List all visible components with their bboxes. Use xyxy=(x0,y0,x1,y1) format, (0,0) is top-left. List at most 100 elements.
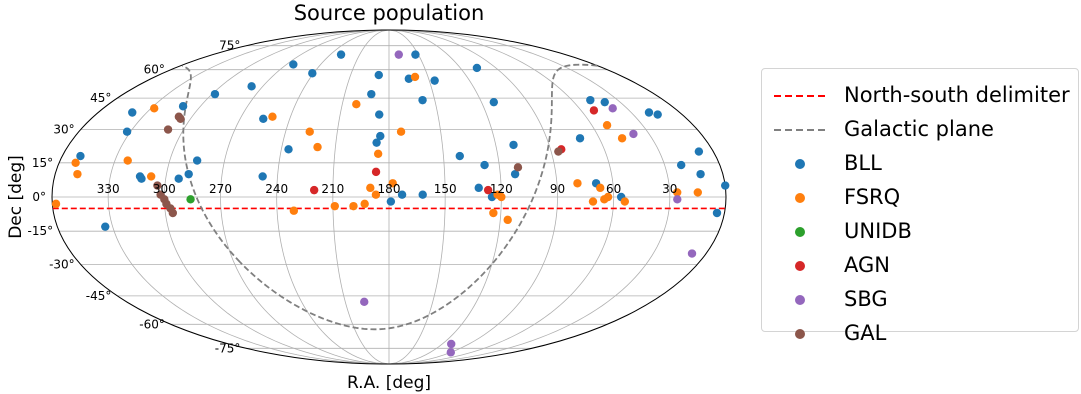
data-point-bll xyxy=(510,169,520,179)
data-point-gal xyxy=(168,208,178,218)
data-point-bll xyxy=(418,190,427,199)
data-point-sbg xyxy=(629,129,638,139)
data-point-fsrq xyxy=(396,127,406,136)
data-point-gal xyxy=(176,114,185,124)
data-point-bll xyxy=(586,95,595,105)
legend-label: UNIDB xyxy=(844,219,912,243)
data-point-bll xyxy=(376,131,385,141)
dec-tick-label: -45° xyxy=(86,289,112,303)
legend-label: BLL xyxy=(844,151,882,175)
data-point-gal xyxy=(153,181,162,190)
ra-tick-label: 240 xyxy=(265,182,288,196)
ra-tick-label: 270 xyxy=(209,182,232,196)
data-point-fsrq xyxy=(71,158,80,168)
data-point-fsrq xyxy=(603,192,613,202)
data-point-bll xyxy=(721,181,730,190)
dec-tick-label: -15° xyxy=(27,224,53,238)
data-point-agn xyxy=(589,106,599,115)
data-point-bll xyxy=(258,172,267,181)
data-point-fsrq xyxy=(573,179,582,188)
grid-meridian xyxy=(388,29,446,365)
data-point-bll xyxy=(712,208,722,218)
dec-tick-label: 15° xyxy=(32,156,53,170)
plot-boundary xyxy=(51,29,727,365)
legend-marker-sbg xyxy=(795,295,805,305)
data-point-fsrq xyxy=(366,183,375,193)
data-point-bll xyxy=(480,160,489,170)
data-point-fsrq xyxy=(617,134,627,143)
data-point-gal xyxy=(554,147,563,156)
ra-tick-label: 150 xyxy=(434,182,457,196)
data-point-bll xyxy=(397,190,407,199)
legend-marker-fsrq xyxy=(795,193,805,203)
data-point-bll xyxy=(455,151,464,161)
grid-meridian xyxy=(388,29,615,365)
data-point-bll xyxy=(372,138,381,147)
data-point-fsrq xyxy=(673,188,682,197)
data-point-fsrq xyxy=(497,192,506,202)
dec-tick-label: 45° xyxy=(90,91,111,105)
legend-label: FSRQ xyxy=(844,185,901,209)
ra-tick-label: 180 xyxy=(378,182,401,196)
data-point-gal xyxy=(513,163,523,172)
data-point-sbg xyxy=(687,249,697,258)
data-point-bll xyxy=(509,140,518,150)
data-point-fsrq xyxy=(51,199,61,209)
legend-item-galactic-plane: Galactic plane xyxy=(772,113,1072,147)
data-point-sbg xyxy=(446,348,455,357)
data-point-bll xyxy=(128,108,137,117)
data-point-fsrq xyxy=(268,112,277,121)
data-point-fsrq xyxy=(330,201,339,211)
grid-meridian xyxy=(276,29,390,365)
data-point-fsrq xyxy=(596,183,605,193)
data-point-bll xyxy=(676,160,686,170)
ra-tick-label: 30 xyxy=(662,182,677,196)
data-point-fsrq xyxy=(289,206,299,215)
data-point-fsrq xyxy=(588,197,598,206)
data-point-bll xyxy=(367,89,376,99)
data-point-unidb xyxy=(186,195,195,204)
data-point-gal xyxy=(163,125,173,134)
data-point-bll xyxy=(184,169,193,179)
ra-tick-label: 330 xyxy=(97,182,120,196)
legend-item-agn: AGN xyxy=(772,249,1072,283)
legend-marker-agn xyxy=(795,261,805,271)
data-point-bll xyxy=(259,114,268,124)
data-point-bll xyxy=(101,222,110,231)
tick-labels: 330 300 270 240 210 180 150 120 90 60 30 75° 60° 45° 3… xyxy=(27,39,677,356)
dec-tick-label: 0° xyxy=(32,190,46,204)
data-point-fsrq xyxy=(352,100,361,109)
data-point-bll xyxy=(247,82,256,91)
ra-tick-label: 210 xyxy=(321,182,344,196)
legend-label: Galactic plane xyxy=(844,117,994,141)
legend-marker-unidb xyxy=(795,227,805,237)
data-point-fsrq xyxy=(360,199,369,209)
galactic-plane-line xyxy=(239,63,598,331)
data-point-bll xyxy=(600,97,609,107)
legend-item-gal: GAL xyxy=(772,317,1072,351)
legend-marker-gal xyxy=(795,329,805,339)
data-point-fsrq xyxy=(602,121,612,130)
dec-tick-label: 75° xyxy=(219,39,240,53)
data-point-fsrq xyxy=(313,142,322,152)
grid-meridian xyxy=(220,29,390,365)
data-point-bll xyxy=(418,95,427,105)
y-axis-label: Dec [deg] xyxy=(6,155,26,239)
legend-item-north-south-delimiter: North-south delimiter xyxy=(772,79,1072,113)
data-point-bll xyxy=(210,89,220,99)
data-point-fsrq xyxy=(146,172,156,181)
reference-lines xyxy=(52,63,726,331)
dec-tick-label: 60° xyxy=(144,63,165,77)
data-point-bll xyxy=(411,50,420,59)
data-point-bll xyxy=(653,110,662,119)
grid-meridian xyxy=(388,29,558,365)
data-point-bll xyxy=(694,147,704,156)
grid-meridian xyxy=(107,29,390,365)
data-point-fsrq xyxy=(388,179,397,188)
legend-marker-bll xyxy=(795,159,805,169)
legend-swatch-dashed-red xyxy=(774,95,826,97)
data-point-fsrq xyxy=(410,72,420,82)
legend-label: North-south delimiter xyxy=(844,83,1070,107)
ra-tick-label: 300 xyxy=(153,182,176,196)
dec-tick-label: -60° xyxy=(139,317,165,331)
